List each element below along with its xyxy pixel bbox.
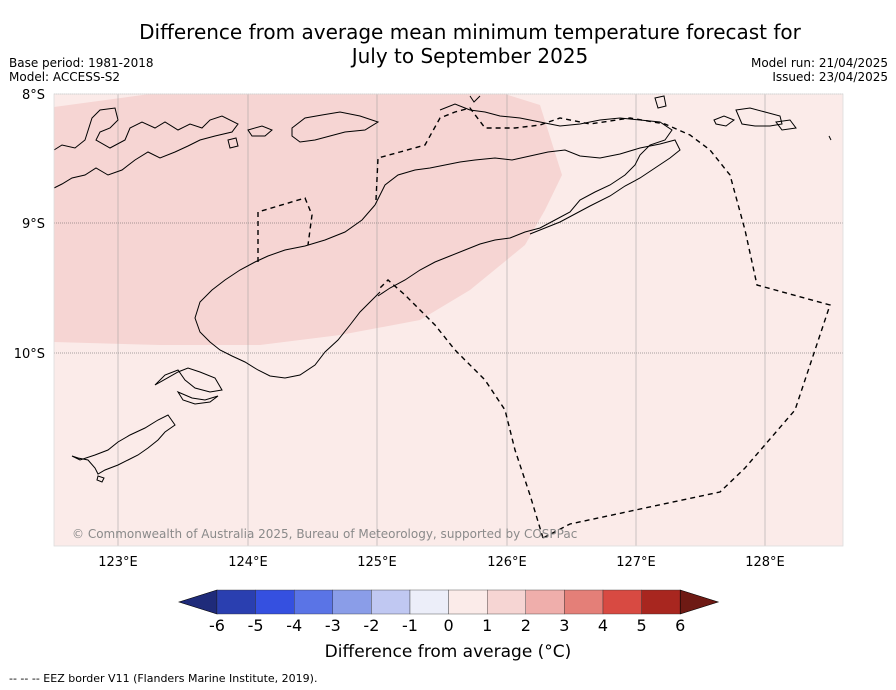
coastlines — [53, 95, 832, 483]
colorbar-swatch — [371, 589, 411, 615]
colorbar-extend-high — [679, 589, 720, 615]
colorbar-swatch — [216, 589, 256, 615]
anomaly-region-1-to-2 — [54, 94, 562, 345]
colorbar-swatch — [448, 589, 488, 615]
lat-label-9s: 9°S — [22, 217, 45, 232]
model-run: Model run: 21/04/2025 — [750, 56, 888, 70]
footnote-eez: -- -- -- EEZ border V11 (Flanders Marine… — [9, 672, 318, 685]
colorbar-tick-label: -5 — [248, 616, 264, 635]
colorbar-tick-label: -1 — [402, 616, 418, 635]
colorbar-swatch — [641, 589, 681, 615]
lat-label-8s: 8°S — [22, 88, 45, 103]
map-frame — [53, 93, 844, 547]
colorbar-tick-label: 2 — [521, 616, 531, 635]
chart-title: Difference from average mean minimum tem… — [0, 20, 896, 68]
colorbar-label: Difference from average (°C) — [324, 642, 572, 662]
colorbar-tick-label: -6 — [209, 616, 225, 635]
colorbar-extend-low — [178, 589, 218, 615]
colorbar-tick-label: -2 — [363, 616, 379, 635]
colorbar-tick-label: -4 — [286, 616, 302, 635]
map-figure: 8°S 9°S 10°S 123°E 124°E 125°E 126°E 127… — [14, 88, 844, 635]
title-line-1: Difference from average mean minimum tem… — [139, 20, 801, 44]
colorbar-swatch — [602, 589, 642, 615]
colorbar: -6 -5 -4 -3 -2 -1 0 1 2 3 4 5 6 — [178, 589, 720, 635]
colorbar-swatch — [487, 589, 527, 615]
colorbar-swatch — [409, 589, 449, 615]
lat-label-10s: 10°S — [14, 347, 45, 362]
issued-date: Issued: 23/04/2025 — [772, 70, 888, 84]
colorbar-swatch — [255, 589, 295, 615]
model-name: Model: ACCESS-S2 — [9, 70, 121, 84]
colorbar-swatch — [294, 589, 334, 615]
lon-label-126e: 126°E — [487, 555, 527, 570]
lon-label-123e: 123°E — [98, 555, 138, 570]
colorbar-tick-label: -3 — [325, 616, 341, 635]
copyright-notice: © Commonwealth of Australia 2025, Bureau… — [72, 527, 577, 541]
eez-border — [257, 107, 831, 539]
colorbar-tick-label: 6 — [675, 616, 685, 635]
colorbar-swatch — [564, 589, 604, 615]
colorbar-tick-label: 1 — [482, 616, 492, 635]
colorbar-swatch — [332, 589, 372, 615]
lon-label-125e: 125°E — [357, 555, 397, 570]
lon-label-128e: 128°E — [745, 555, 785, 570]
colorbar-tick-label: 4 — [598, 616, 608, 635]
meta-right: Model run: 21/04/2025 Issued: 23/04/2025 — [751, 56, 888, 84]
lon-label-124e: 124°E — [228, 555, 268, 570]
title-line-2: July to September 2025 — [351, 44, 589, 68]
meta-left: Base period: 1981-2018 Model: ACCESS-S2 — [9, 56, 154, 84]
base-period: Base period: 1981-2018 — [9, 56, 154, 70]
colorbar-tick-label: 5 — [637, 616, 647, 635]
lon-label-127e: 127°E — [616, 555, 656, 570]
colorbar-tick-label: 3 — [559, 616, 569, 635]
colorbar-tick-label: 0 — [444, 616, 454, 635]
colorbar-swatch — [525, 589, 565, 615]
